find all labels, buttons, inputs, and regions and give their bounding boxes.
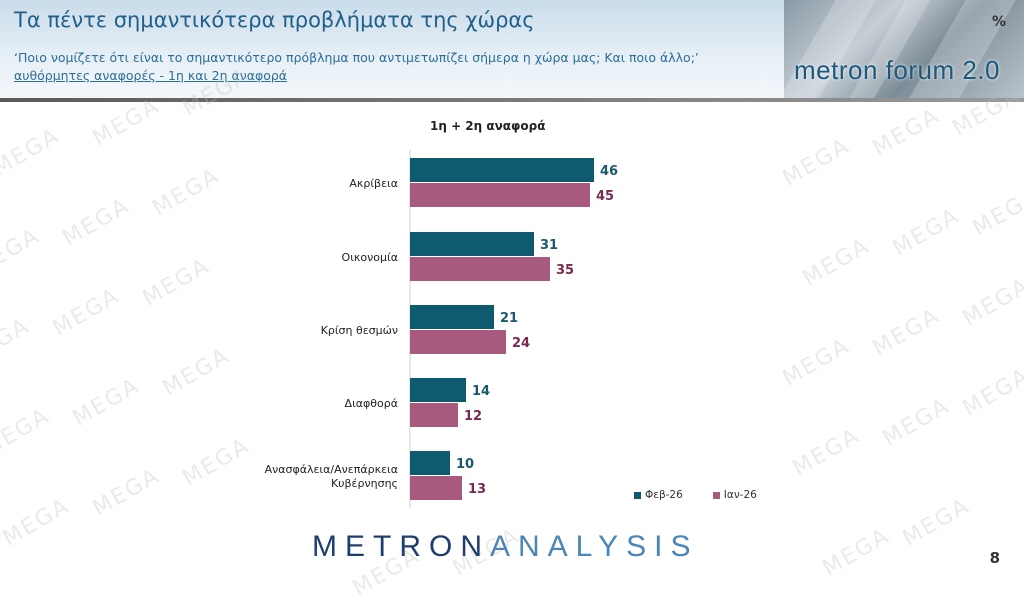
page-subtitle: ‘Ποιο νομίζετε ότι είναι το σημαντικότερ… — [14, 49, 699, 85]
chart-legend: Φεβ-26 Ιαν-26 — [634, 489, 757, 501]
percent-unit: % — [991, 14, 1006, 30]
subtitle-note: αυθόρμητες αναφορές - 1η και 2η αναφορά — [14, 68, 288, 83]
bar-anasfaleia-feb — [410, 451, 450, 475]
bar-akriveia-jan — [410, 183, 590, 207]
bar-krisi-thesmon-feb — [410, 305, 494, 329]
legend-swatch-feb — [634, 491, 641, 499]
forum-logo: metron forum 2.0 — [794, 55, 1000, 85]
data-label-oikonomia-feb: 31 — [540, 238, 558, 253]
logo-analysis: ANALYSIS — [490, 530, 699, 563]
data-label-anasfaleia-feb: 10 — [456, 457, 474, 472]
category-label-krisi-thesmon: Κρίση θεσμών — [321, 324, 398, 337]
subtitle-question: ‘Ποιο νομίζετε ότι είναι το σημαντικότερ… — [14, 50, 699, 65]
data-label-anasfaleia-jan: 13 — [468, 482, 486, 497]
data-label-diafthora-jan: 12 — [464, 409, 482, 424]
category-label-diafthora: Διαφθορά — [345, 397, 398, 410]
bar-diafthora-feb — [410, 378, 466, 402]
bar-oikonomia-feb — [410, 232, 534, 256]
header-divider — [0, 98, 1024, 102]
bar-anasfaleia-jan — [410, 476, 462, 500]
page-number: 8 — [989, 549, 1000, 567]
metron-forum-banner: % metron forum 2.0 — [784, 0, 1024, 98]
category-label-oikonomia: Οικονομία — [342, 251, 398, 264]
data-label-diafthora-feb: 14 — [472, 384, 490, 399]
data-label-akriveia-jan: 45 — [596, 189, 614, 204]
metron-analysis-logo: METRONANALYSIS — [312, 530, 699, 564]
bar-krisi-thesmon-jan — [410, 330, 506, 354]
bar-akriveia-feb — [410, 158, 594, 182]
category-label-akriveia: Ακρίβεια — [349, 177, 398, 190]
legend-item-feb: Φεβ-26 — [634, 489, 683, 501]
legend-swatch-jan — [712, 491, 720, 499]
data-label-oikonomia-jan: 35 — [556, 263, 574, 278]
legend-label-feb: Φεβ-26 — [645, 489, 683, 501]
data-label-krisi-thesmon-feb: 21 — [500, 311, 518, 326]
data-label-akriveia-feb: 46 — [600, 164, 618, 179]
legend-item-jan: Ιαν-26 — [712, 489, 757, 501]
page-title: Τα πέντε σημαντικότερα προβλήματα της χώ… — [14, 8, 535, 32]
bar-oikonomia-jan — [410, 257, 550, 281]
logo-metron: METRON — [312, 530, 490, 563]
bar-diafthora-jan — [410, 403, 458, 427]
data-label-krisi-thesmon-jan: 24 — [512, 336, 530, 351]
category-label-anasfaleia: Ανασφάλεια/Ανεπάρκεια Κυβέρνησης — [265, 463, 398, 490]
chart-title: 1η + 2η αναφορά — [430, 119, 546, 133]
legend-label-jan: Ιαν-26 — [723, 489, 757, 501]
bar-chart: Ακρίβεια 46 45 Οικονομία 31 35 Κρίση θεσμών 21 2… — [265, 150, 618, 508]
